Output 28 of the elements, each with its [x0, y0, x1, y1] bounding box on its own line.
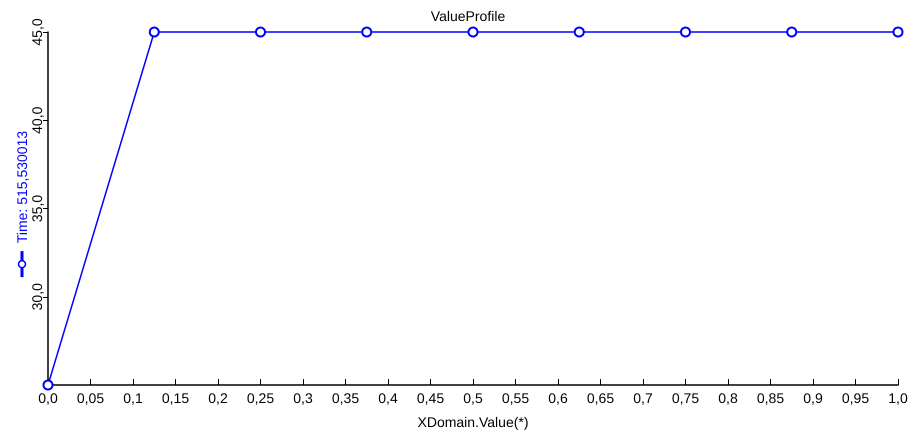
x-tick-label: 0,0 [38, 390, 58, 406]
x-tick-label: 0,8 [718, 390, 738, 406]
x-axis-title: XDomain.Value(*) [417, 414, 529, 430]
y-tick-label: 30,0 [29, 282, 45, 310]
x-tick-label: 0,95 [842, 390, 870, 406]
x-tick-label: 1,0 [888, 390, 908, 406]
x-tick-label: 0,35 [332, 390, 360, 406]
chart-title: ValueProfile [430, 8, 506, 24]
y-tick-label: 35,0 [29, 194, 45, 222]
x-tick-label: 0,25 [246, 390, 274, 406]
x-tick-label: 0,5 [463, 390, 483, 406]
x-tick-label: 0,2 [208, 390, 228, 406]
x-tick-label: 0,05 [76, 390, 104, 406]
x-tick-label: 0,9 [803, 390, 823, 406]
text: Time: 515,530013 [14, 130, 30, 244]
x-tick-label: 0,75 [672, 390, 700, 406]
y-tick-label: 40,0 [29, 106, 45, 134]
x-tick-label: 0,85 [756, 390, 784, 406]
x-tick-label: 0,15 [162, 390, 190, 406]
x-tick-label: 0,65 [586, 390, 614, 406]
x-tick-label: 0,55 [502, 390, 530, 406]
x-tick-label: 0,45 [416, 390, 444, 406]
y-tick-label: 45,0 [29, 18, 45, 46]
x-tick-label: 0,4 [378, 390, 398, 406]
x-tick-label: 0,1 [123, 390, 143, 406]
x-tick-label: 0,3 [293, 390, 313, 406]
x-tick-label: 0,7 [633, 390, 653, 406]
x-tick-label: 0,6 [548, 390, 568, 406]
